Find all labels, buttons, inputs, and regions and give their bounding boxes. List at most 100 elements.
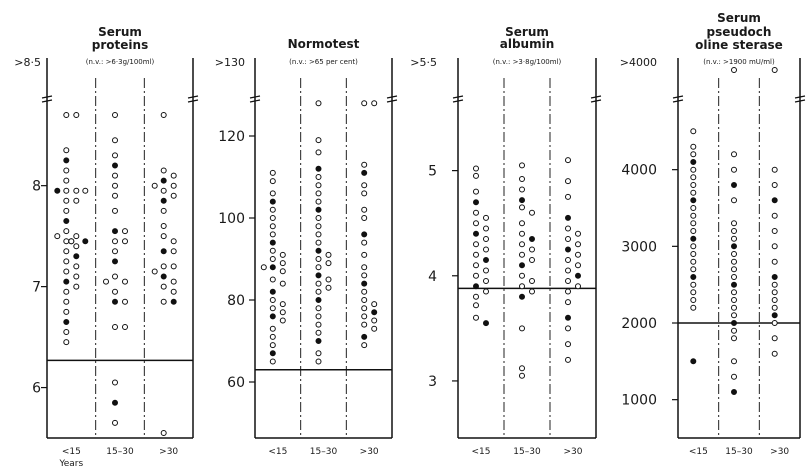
data-point bbox=[112, 192, 118, 199]
data-point bbox=[160, 283, 167, 290]
data-point bbox=[771, 243, 778, 250]
data-point bbox=[371, 309, 378, 316]
data-point bbox=[315, 264, 322, 271]
data-point bbox=[565, 257, 571, 263]
data-point bbox=[690, 189, 697, 196]
data-point bbox=[315, 100, 322, 107]
data-point bbox=[519, 162, 525, 169]
data-point bbox=[269, 231, 276, 238]
data-point bbox=[361, 161, 368, 168]
data-point bbox=[112, 379, 118, 386]
data-point bbox=[361, 169, 368, 176]
data-point bbox=[575, 251, 581, 258]
category-label: 15–30 bbox=[513, 447, 541, 457]
category-label: >30 bbox=[770, 447, 789, 457]
data-point bbox=[170, 288, 177, 295]
data-point bbox=[731, 166, 737, 173]
data-point bbox=[63, 248, 70, 255]
data-point bbox=[690, 358, 697, 365]
data-point bbox=[731, 258, 737, 265]
data-point bbox=[361, 297, 368, 303]
data-point bbox=[112, 182, 118, 189]
axis-break bbox=[794, 99, 806, 103]
data-point bbox=[112, 137, 118, 144]
data-point bbox=[315, 338, 322, 344]
data-point bbox=[63, 187, 70, 194]
data-point bbox=[279, 251, 286, 258]
data-point bbox=[565, 225, 571, 232]
data-point bbox=[361, 342, 368, 349]
data-point bbox=[151, 182, 158, 189]
data-point bbox=[279, 268, 286, 275]
data-point bbox=[269, 178, 276, 185]
data-point bbox=[54, 233, 61, 240]
axis-break bbox=[672, 95, 684, 99]
data-point bbox=[361, 251, 368, 258]
data-point bbox=[529, 288, 535, 295]
axis-break bbox=[452, 99, 464, 103]
data-point bbox=[371, 301, 378, 308]
data-point bbox=[269, 313, 276, 320]
data-point bbox=[269, 305, 276, 312]
data-point bbox=[112, 298, 118, 305]
data-point bbox=[269, 190, 276, 197]
data-point bbox=[73, 273, 80, 280]
axis-break bbox=[794, 95, 806, 99]
data-point bbox=[565, 341, 571, 348]
data-point bbox=[473, 241, 479, 248]
data-point bbox=[690, 297, 697, 303]
data-point bbox=[771, 281, 778, 288]
data-point bbox=[731, 389, 737, 395]
data-point bbox=[112, 258, 118, 265]
data-point bbox=[170, 192, 177, 199]
data-point bbox=[473, 302, 479, 309]
data-point bbox=[731, 228, 737, 234]
data-point bbox=[325, 276, 332, 283]
data-point bbox=[529, 236, 535, 242]
data-point bbox=[160, 430, 167, 436]
data-point bbox=[63, 228, 70, 235]
data-point bbox=[260, 264, 267, 271]
data-point bbox=[361, 264, 368, 271]
data-point bbox=[361, 239, 368, 246]
data-point bbox=[315, 313, 322, 320]
data-point bbox=[483, 267, 489, 274]
data-point bbox=[731, 304, 737, 311]
data-point bbox=[269, 223, 276, 230]
data-point bbox=[731, 243, 737, 250]
data-point bbox=[483, 225, 489, 232]
y-tick-label: 2000 bbox=[621, 316, 657, 332]
y-tick-label: 4 bbox=[428, 269, 437, 285]
data-point bbox=[325, 284, 332, 291]
panel-title: Serum bbox=[98, 25, 142, 39]
panel-subtitle: (n.v.: >65 per cent) bbox=[289, 58, 358, 66]
data-point bbox=[575, 262, 581, 269]
data-point bbox=[690, 166, 697, 173]
data-point bbox=[315, 256, 322, 262]
panel-subtitle: (n.v.: >1900 mU/ml) bbox=[703, 58, 775, 66]
data-point bbox=[473, 314, 479, 321]
data-point bbox=[483, 278, 489, 284]
data-point bbox=[731, 182, 737, 188]
data-point bbox=[315, 329, 322, 336]
data-point bbox=[160, 233, 167, 240]
data-point bbox=[565, 157, 571, 164]
data-point bbox=[690, 212, 697, 219]
data-point bbox=[771, 258, 778, 265]
data-point bbox=[269, 333, 276, 340]
data-point bbox=[519, 230, 525, 237]
y-tick-label: 4000 bbox=[621, 163, 657, 179]
data-point bbox=[690, 182, 697, 188]
data-point bbox=[565, 236, 571, 242]
data-point bbox=[731, 358, 737, 365]
data-point bbox=[361, 100, 368, 107]
data-point bbox=[690, 251, 697, 257]
data-point bbox=[170, 182, 177, 189]
data-point bbox=[565, 325, 571, 332]
panel-title: oline sterase bbox=[695, 38, 783, 52]
data-point bbox=[315, 137, 322, 144]
axis-break bbox=[590, 99, 602, 103]
data-point bbox=[160, 248, 167, 255]
y-tick-label: 5 bbox=[428, 164, 437, 180]
category-label: 15–30 bbox=[310, 447, 338, 457]
